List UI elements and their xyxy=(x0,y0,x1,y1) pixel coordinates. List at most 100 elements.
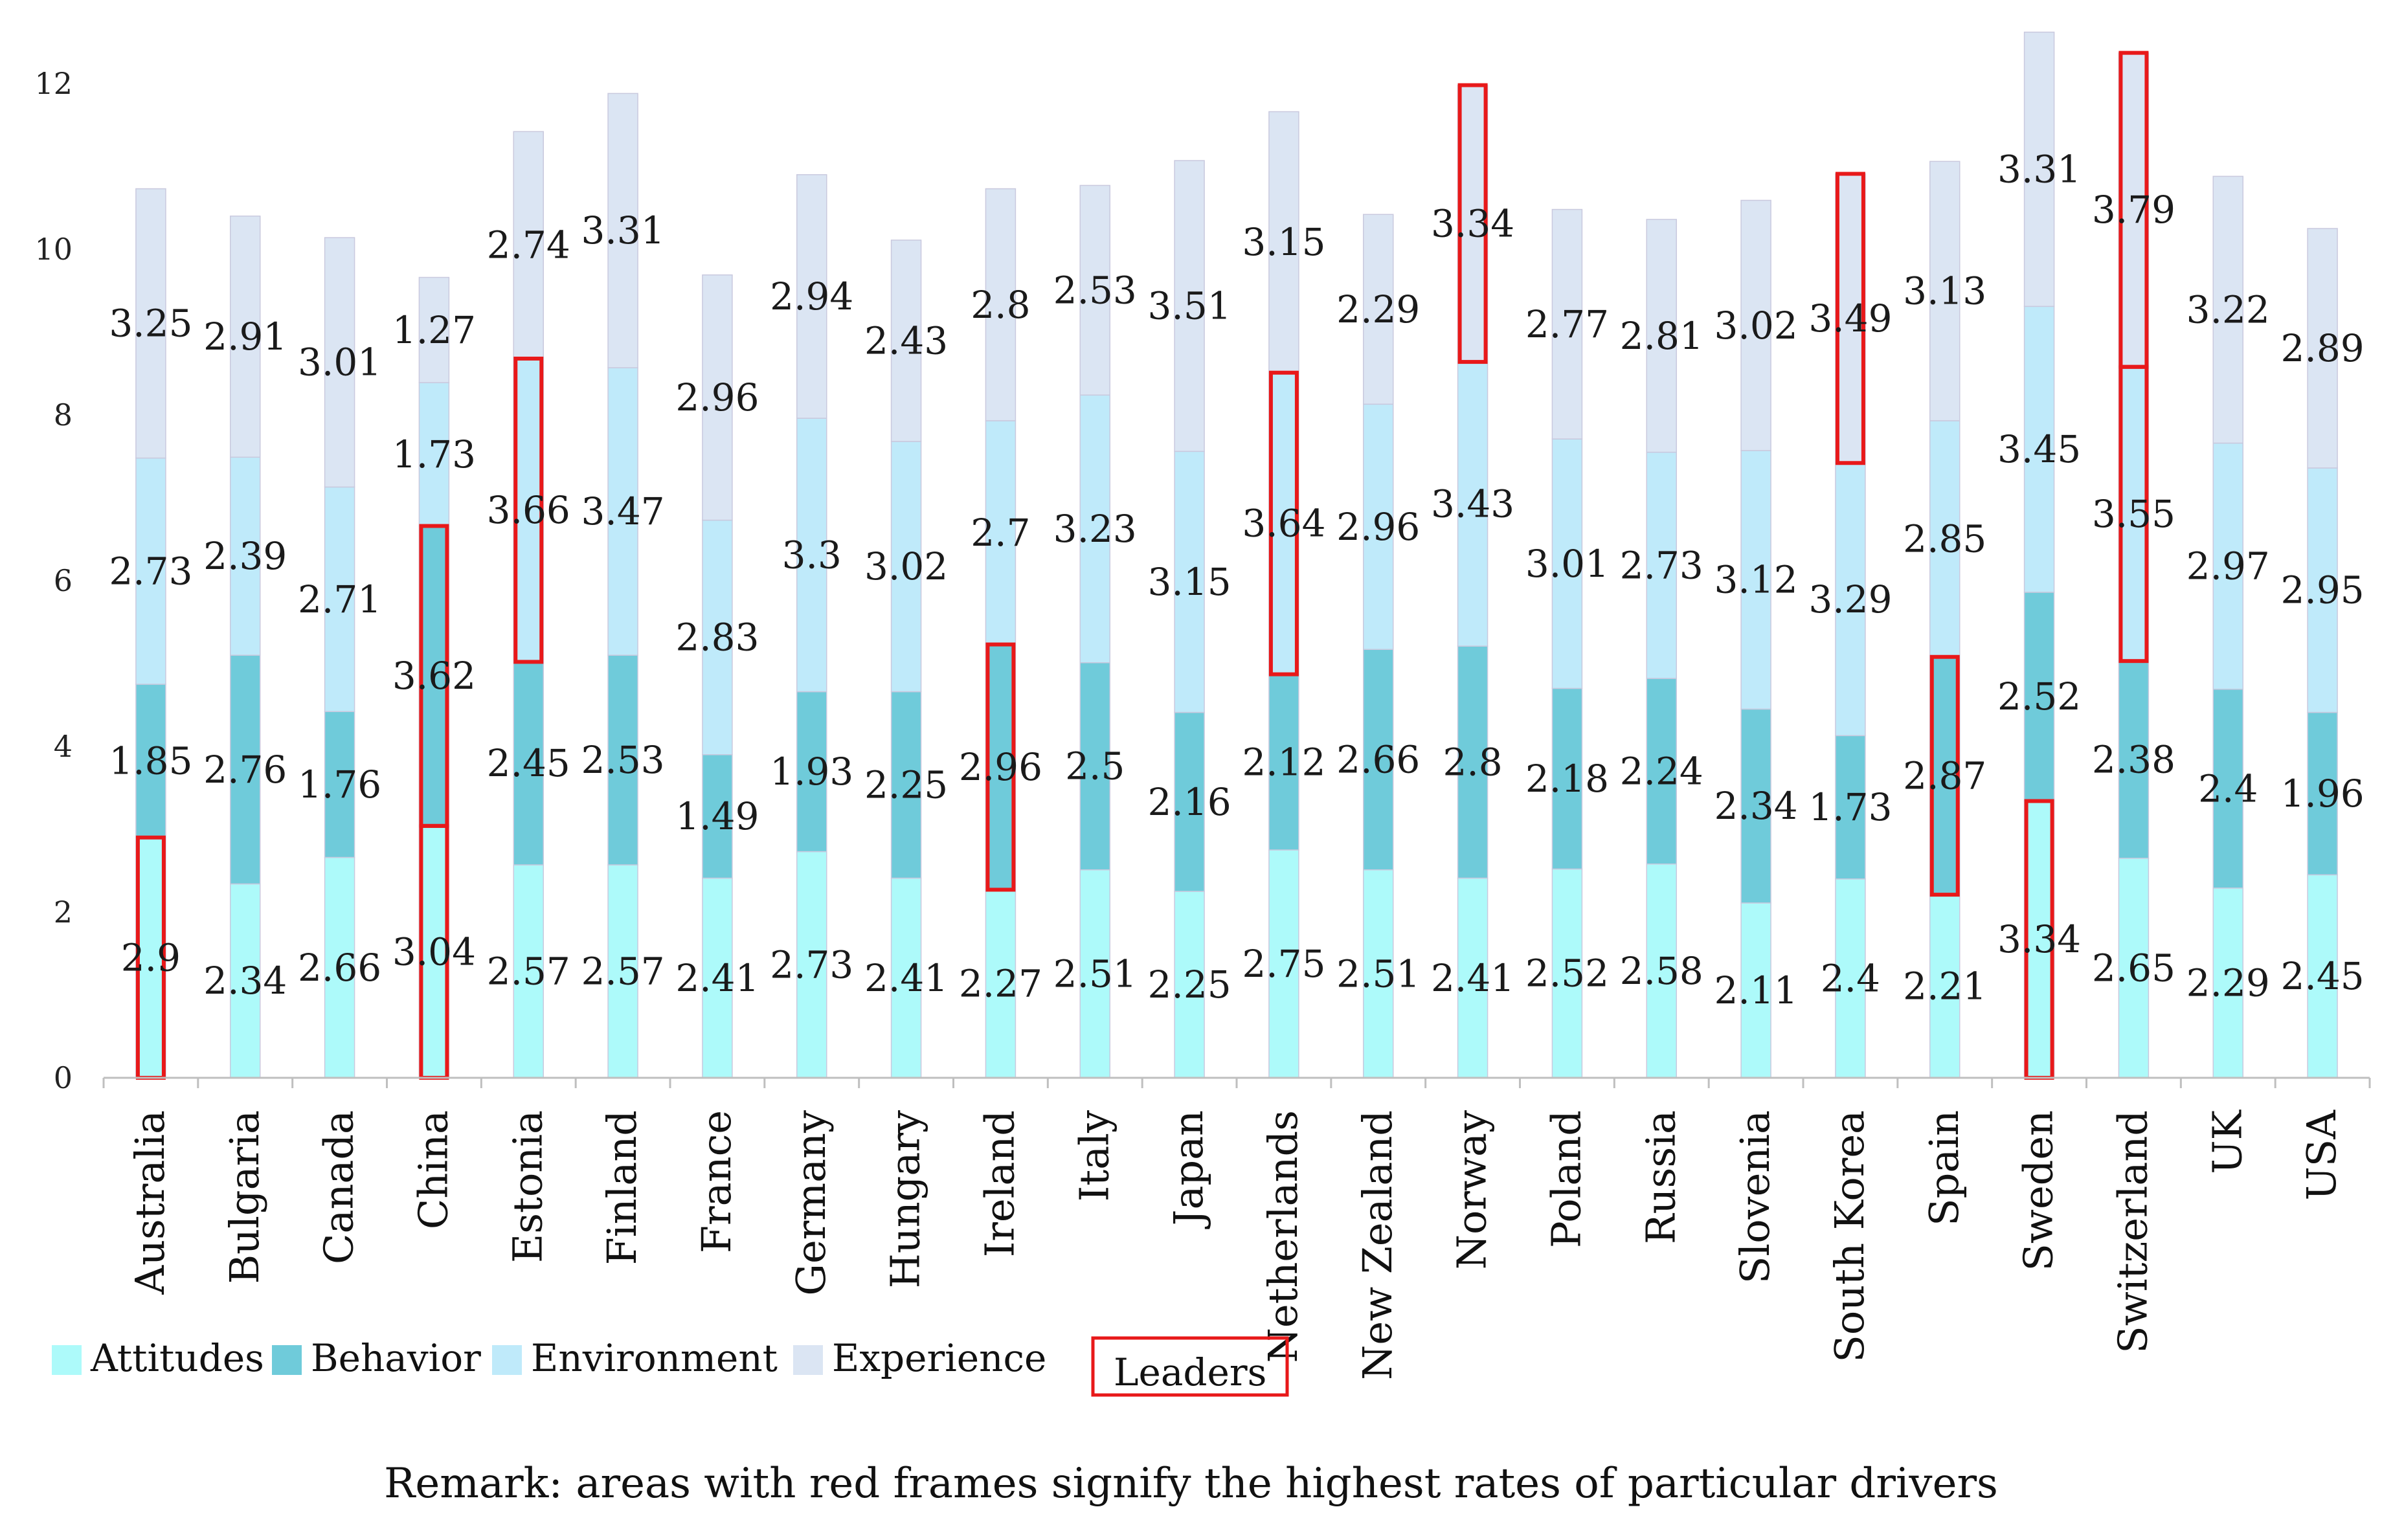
bar-germany-attitudes xyxy=(796,851,827,1078)
bar-china-experience xyxy=(418,276,450,383)
value-label-switzerland-environment: 3.55 xyxy=(2092,492,2175,536)
value-label-spain-attitudes: 2.21 xyxy=(1903,965,1986,1009)
value-label-france-experience: 2.96 xyxy=(675,375,759,419)
y-tick-label: 10 xyxy=(34,232,73,267)
value-label-germany-attitudes: 2.73 xyxy=(770,943,853,987)
value-label-germany-environment: 3.3 xyxy=(782,533,842,577)
x-tick-label-estonia: Estonia xyxy=(504,1110,551,1263)
value-label-spain-experience: 3.13 xyxy=(1903,269,1986,313)
value-label-china-environment: 1.73 xyxy=(392,432,476,476)
x-tick-label-norway: Norway xyxy=(1448,1110,1496,1269)
value-label-france-behavior: 1.49 xyxy=(675,794,759,838)
bar-usa-behavior xyxy=(2307,711,2338,876)
value-label-poland-behavior: 2.18 xyxy=(1525,757,1609,801)
bar-france-attitudes xyxy=(702,877,733,1078)
bar-south-korea-environment xyxy=(1835,462,1866,737)
x-tick-label-south-korea: South Korea xyxy=(1826,1110,1873,1363)
legend-label-attitudes: Attitudes xyxy=(90,1336,264,1380)
bar-japan-experience xyxy=(1174,160,1205,452)
leader-frame-switzerland-experience xyxy=(2118,50,2149,369)
bar-finland-attitudes xyxy=(607,864,638,1078)
legend-label-experience: Experience xyxy=(832,1336,1046,1380)
value-label-bulgaria-attitudes: 2.34 xyxy=(203,959,287,1003)
value-label-usa-environment: 2.95 xyxy=(2281,568,2365,612)
value-label-south-korea-experience: 3.49 xyxy=(1808,296,1892,340)
legend: Attitudes Behavior Environment Experience Le… xyxy=(52,1336,1289,1397)
y-axis: 0 2 4 6 8 10 12 xyxy=(34,66,73,1095)
value-label-netherlands-experience: 3.15 xyxy=(1242,220,1325,264)
bar-usa-environment xyxy=(2307,467,2338,713)
y-tick-label: 4 xyxy=(54,729,73,764)
value-label-australia-behavior: 1.85 xyxy=(109,739,192,783)
bar-hungary-experience xyxy=(890,240,922,442)
value-label-germany-experience: 2.94 xyxy=(770,274,853,318)
value-label-poland-environment: 3.01 xyxy=(1525,542,1609,586)
value-label-hungary-attitudes: 2.41 xyxy=(864,956,948,1000)
bar-norway-environment xyxy=(1457,361,1489,647)
x-tick-label-new-zealand: New Zealand xyxy=(1354,1110,1401,1380)
x-tick-label-italy: Italy xyxy=(1070,1110,1118,1201)
bar-sweden-environment xyxy=(2023,306,2055,593)
value-label-hungary-environment: 3.02 xyxy=(864,544,948,588)
value-label-uk-environment: 2.97 xyxy=(2186,544,2270,588)
x-tick-label-usa: USA xyxy=(2298,1110,2345,1201)
value-label-norway-attitudes: 2.41 xyxy=(1431,956,1514,1000)
bar-australia-behavior xyxy=(135,684,166,838)
value-label-poland-attitudes: 2.52 xyxy=(1525,952,1609,996)
bar-poland-experience xyxy=(1551,208,1583,440)
bar-canada-behavior xyxy=(324,711,355,858)
bar-bulgaria-behavior xyxy=(230,654,261,885)
value-label-france-attitudes: 2.41 xyxy=(675,956,759,1000)
x-tick-label-ireland: Ireland xyxy=(976,1110,1023,1257)
legend-swatch-experience xyxy=(793,1345,823,1375)
bar-netherlands-behavior xyxy=(1268,673,1299,851)
bar-finland-environment xyxy=(607,367,638,656)
leader-frames-layer xyxy=(135,50,2149,1080)
leader-frame-ireland-behavior xyxy=(985,642,1016,892)
value-label-south-korea-environment: 3.29 xyxy=(1808,577,1892,621)
leader-frame-south-korea-experience xyxy=(1835,172,1865,465)
value-label-japan-behavior: 2.16 xyxy=(1148,780,1231,824)
x-tick-label-slovenia: Slovenia xyxy=(1731,1110,1779,1284)
value-label-australia-attitudes: 2.9 xyxy=(121,935,181,979)
value-label-usa-experience: 2.89 xyxy=(2281,326,2365,370)
x-tick-label-uk: UK xyxy=(2203,1109,2251,1174)
bar-uk-behavior xyxy=(2212,688,2243,889)
value-label-bulgaria-behavior: 2.76 xyxy=(203,748,287,792)
value-label-usa-attitudes: 2.45 xyxy=(2281,954,2365,998)
value-label-new-zealand-experience: 2.29 xyxy=(1336,287,1420,331)
bar-south-korea-behavior xyxy=(1835,735,1866,880)
value-label-italy-environment: 3.23 xyxy=(1053,507,1137,551)
bar-ireland-experience xyxy=(985,188,1017,421)
bar-uk-environment xyxy=(2212,442,2243,690)
bar-slovenia-environment xyxy=(1740,450,1771,710)
bar-germany-behavior xyxy=(796,691,827,853)
value-label-netherlands-behavior: 2.12 xyxy=(1242,740,1325,784)
bar-russia-behavior xyxy=(1646,678,1677,865)
bar-south-korea-experience xyxy=(1835,173,1866,463)
bar-new-zealand-attitudes xyxy=(1363,869,1394,1078)
value-label-china-experience: 1.27 xyxy=(392,308,476,352)
value-label-france-environment: 2.83 xyxy=(675,616,759,660)
value-label-spain-environment: 2.85 xyxy=(1903,517,1986,561)
value-label-estonia-behavior: 2.45 xyxy=(487,741,570,785)
value-label-canada-attitudes: 2.66 xyxy=(298,946,381,990)
value-label-ireland-experience: 2.8 xyxy=(971,283,1030,327)
legend-label-environment: Environment xyxy=(531,1336,778,1380)
x-axis: Australia Bulgaria Canada China Estonia Finla… xyxy=(102,1077,2371,1380)
value-label-russia-experience: 2.81 xyxy=(1620,314,1703,358)
value-label-ireland-environment: 2.7 xyxy=(971,511,1030,555)
bar-australia-attitudes xyxy=(135,837,166,1078)
value-label-usa-behavior: 1.96 xyxy=(2281,772,2365,816)
bar-poland-behavior xyxy=(1551,687,1583,870)
bar-switzerland-experience xyxy=(2118,52,2150,368)
bar-estonia-attitudes xyxy=(513,864,544,1078)
bar-france-behavior xyxy=(702,754,733,879)
bar-netherlands-attitudes xyxy=(1268,849,1299,1078)
x-tick-label-hungary: Hungary xyxy=(882,1110,929,1288)
value-label-canada-environment: 2.71 xyxy=(298,577,381,621)
bar-slovenia-experience xyxy=(1740,199,1771,451)
value-label-china-behavior: 3.62 xyxy=(392,654,476,698)
legend-swatch-leaders xyxy=(1091,1336,1289,1397)
bar-south-korea-attitudes xyxy=(1835,878,1866,1078)
